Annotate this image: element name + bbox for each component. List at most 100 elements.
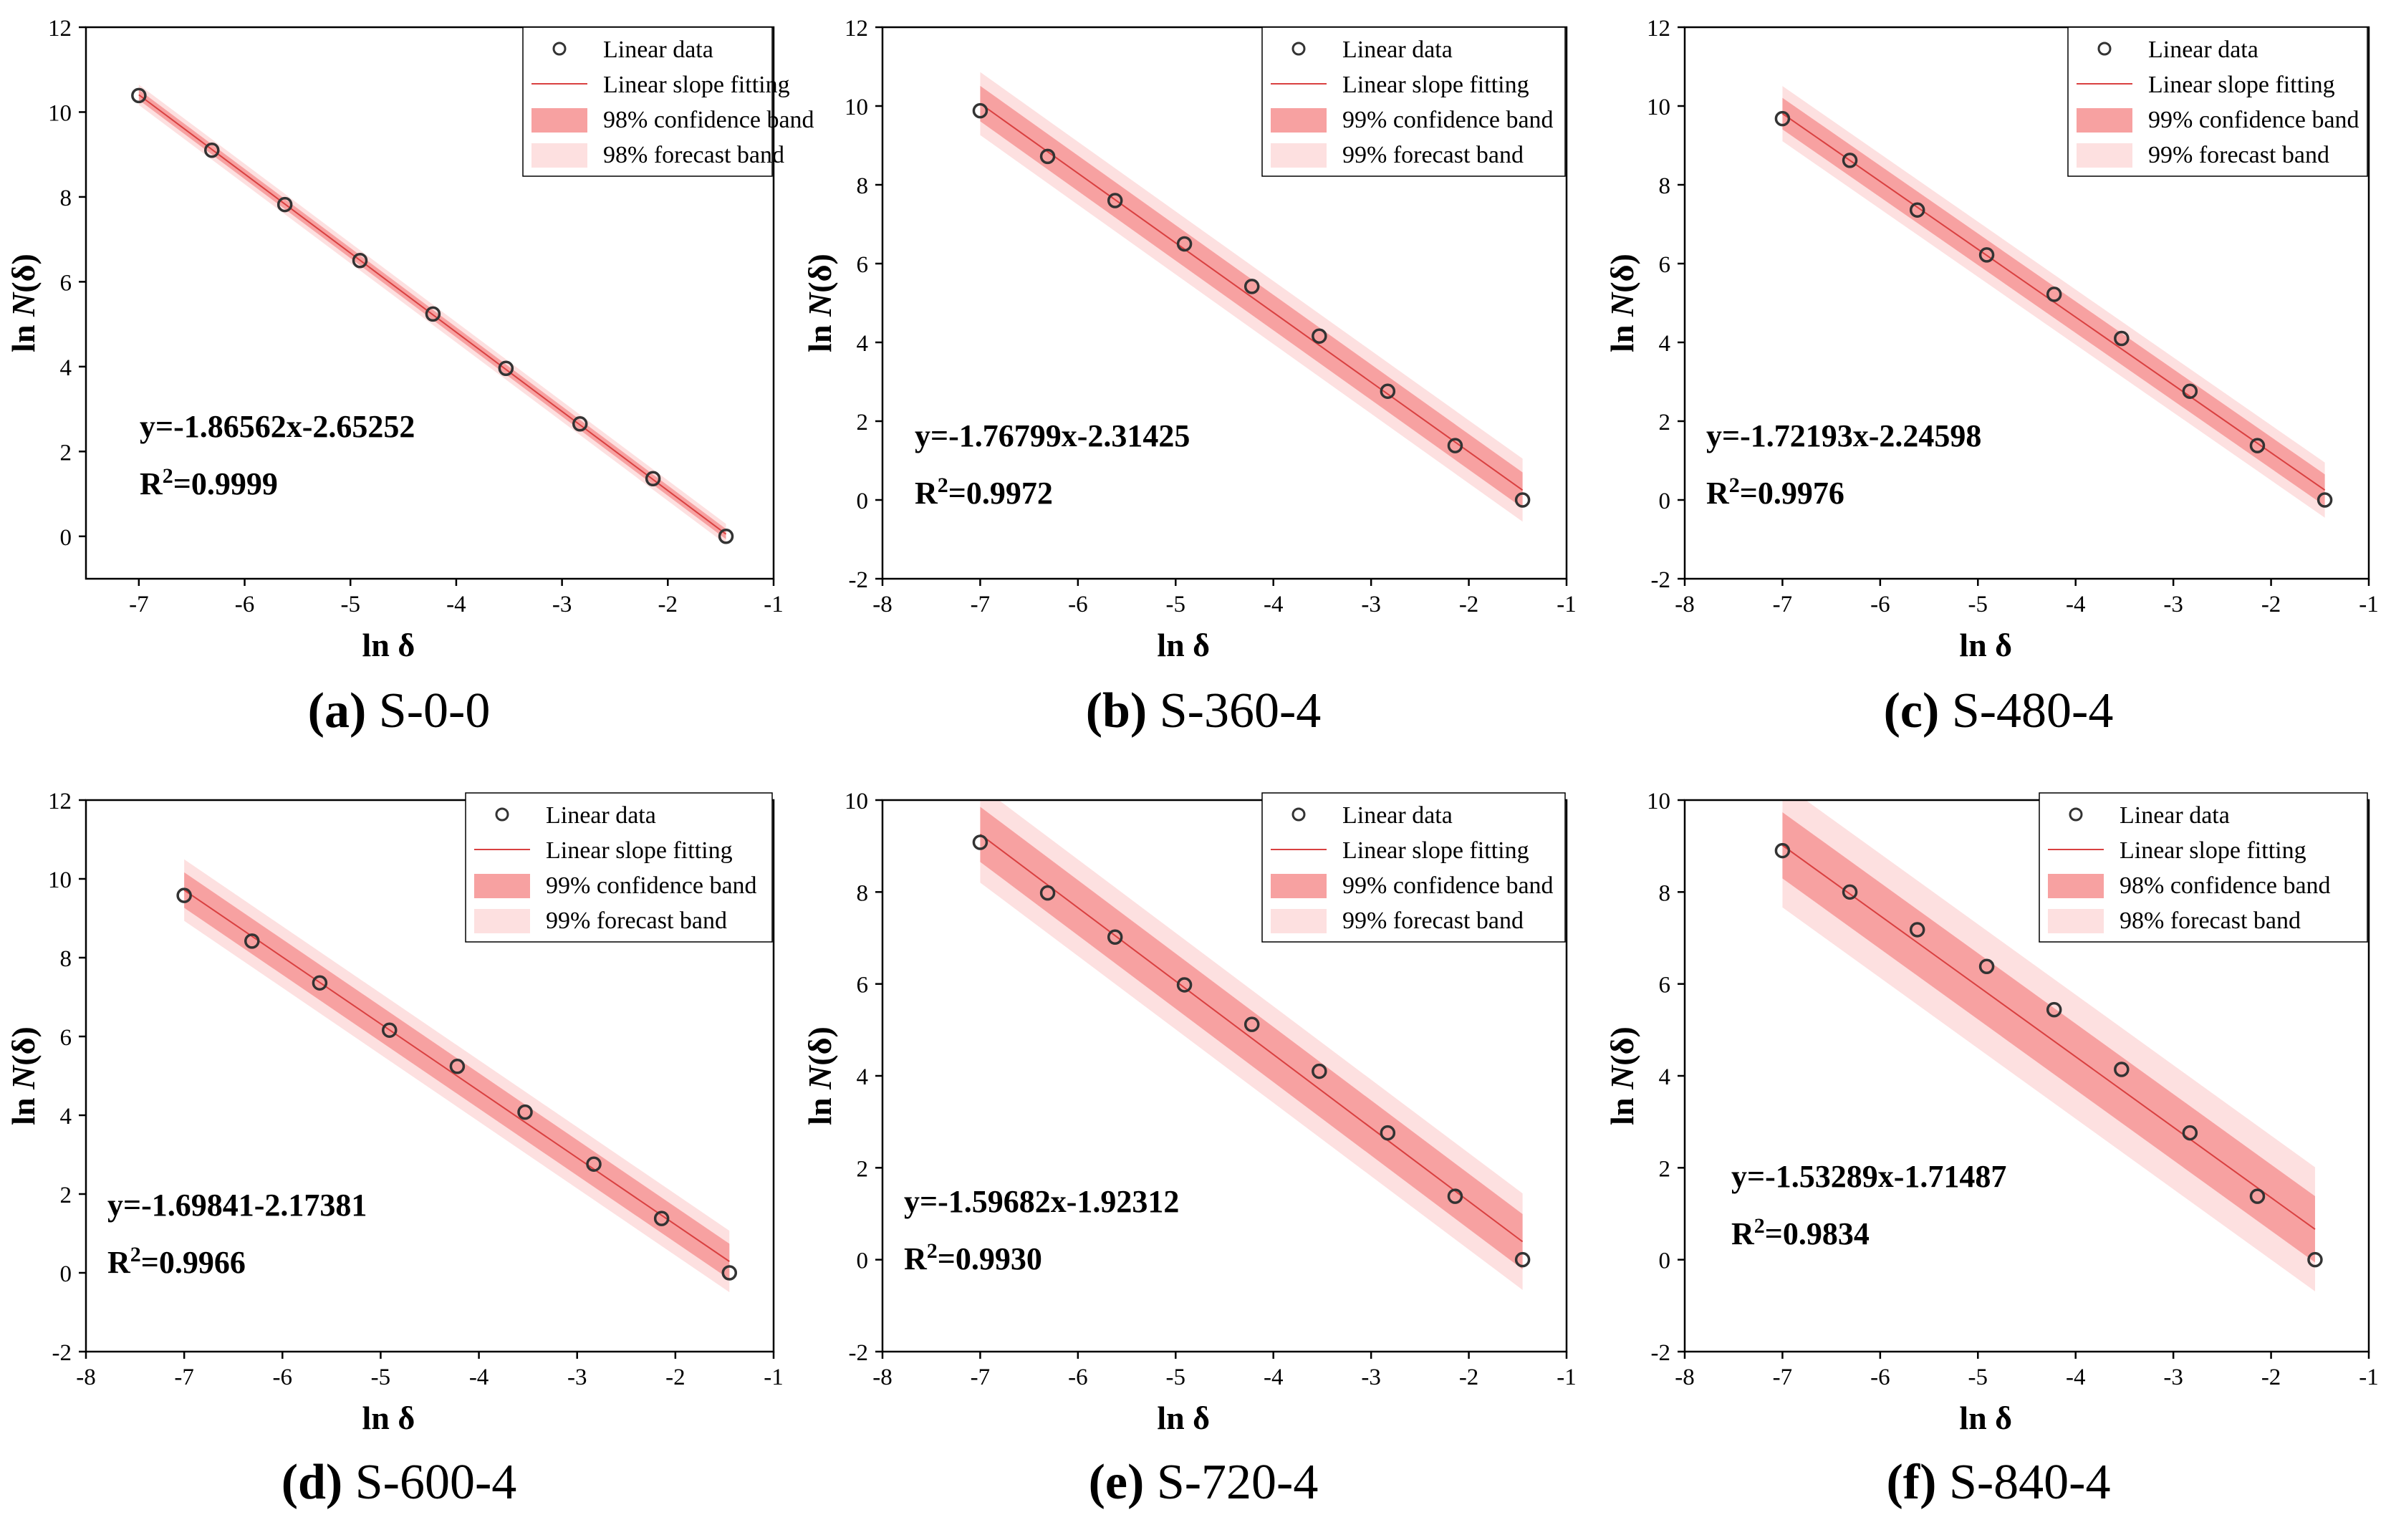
fit-equation: y=-1.86562x-2.65252 [140,409,415,444]
y-tick-label: 2 [1659,410,1671,435]
x-tick-label: -6 [273,1365,293,1390]
data-point [244,933,260,949]
panel-caption: (c) S-480-4 [1884,683,2114,738]
x-tick-label: -8 [1675,1365,1695,1390]
y-tick-label: 12 [48,16,72,42]
legend-label-forecast: 98% forecast band [2120,908,2301,934]
legend-label-confidence: 99% confidence band [1342,107,1554,133]
axes-frame [881,26,1568,580]
y-tick-label: 0 [60,1261,72,1287]
y-tick-label: 2 [60,440,72,466]
data-point [1243,1016,1260,1032]
data-point [204,143,220,158]
y-tick-label: 6 [60,1025,72,1051]
legend: Linear data Linear slope fitting 99% confi… [1261,27,1566,177]
data-point [276,196,293,213]
x-tick-label: -5 [1166,592,1186,617]
x-axis-title: ln δ [1157,1400,1210,1436]
legend-label-data: Linear data [2120,802,2230,829]
data-point [645,471,661,486]
y-tick-label: 6 [60,270,72,296]
y-tick-label: 4 [857,1064,869,1090]
legend-marker [1291,807,1306,822]
legend-label-data: Linear data [1342,802,1453,829]
legend-label-data: Linear data [1342,37,1453,63]
x-tick-label: -5 [1968,592,1988,617]
data-point [1107,929,1123,945]
y-tick-label: 10 [48,867,72,893]
x-tick-label: -5 [1968,1365,1988,1390]
x-axis-title: ln δ [362,627,415,663]
data-point [1380,1125,1396,1141]
y-tick-label: 12 [48,789,72,814]
panel-c: -8 -7 -6 -5 -4 -3 -2 -1 -2 0 2 4 6 8 10 12 ln δ ln N(δ) Li… [1604,16,2379,738]
legend-label-fit: Linear slope fitting [2120,837,2306,864]
data-point [1842,153,1858,168]
r-squared: R2=0.9999 [140,464,278,502]
legend-swatch-forecast [2077,143,2132,168]
legend: Linear data Linear slope fitting 99% confi… [465,792,773,943]
y-tick-label: 4 [60,355,72,381]
x-tick-label: -4 [2066,592,2086,617]
legend-swatch-confidence [474,874,530,898]
legend: Linear data Linear slope fitting 99% confi… [1261,792,1566,943]
data-point [2182,1125,2198,1141]
legend-label-forecast: 99% forecast band [1342,908,1524,934]
data-point [653,1211,670,1226]
x-tick-label: -1 [764,592,784,617]
y-tick-label: 10 [48,100,72,126]
data-point [1978,958,1995,975]
data-point [1107,193,1123,208]
x-tick-label: -7 [174,1365,194,1390]
legend: Linear data Linear slope fitting 98% confi… [2039,792,2368,943]
y-tick-label: 8 [1659,880,1671,906]
x-tick-label: -7 [129,592,149,617]
legend-marker [2069,807,2083,822]
y-tick-label: 2 [857,410,869,435]
r-squared: R2=0.9930 [904,1239,1042,1277]
y-tick-label: 8 [857,173,869,199]
data-point [352,253,368,269]
fit-line [183,889,730,1262]
panel-f: -8 -7 -6 -5 -4 -3 -2 -1 -2 0 2 4 6 8 10 ln δ ln N(δ) Line… [1604,789,2379,1510]
y-tick-label: 8 [1659,173,1671,199]
data-point [131,87,147,104]
legend-label-confidence: 99% confidence band [546,872,757,899]
legend: Linear data Linear slope fitting 98% confi… [522,27,814,177]
y-tick-label: 8 [60,186,72,211]
data-point [312,975,328,991]
r-squared: R2=0.9976 [1706,473,1844,511]
panel-b: -8 -7 -6 -5 -4 -3 -2 -1 -2 0 2 4 6 8 10 12 ln δ ln N(δ) Li… [802,16,1577,738]
x-tick-label: -5 [340,592,360,617]
y-axis-title: ln N(δ) [1604,254,1640,352]
x-tick-label: -2 [1459,1365,1479,1390]
data-point [517,1104,533,1120]
x-tick-label: -6 [1068,592,1088,617]
data-point [2249,438,2266,453]
y-tick-label: 10 [1647,789,1670,814]
data-point [425,306,441,322]
x-tick-label: -4 [2066,1365,2086,1390]
y-tick-label: 10 [845,789,868,814]
legend-swatch-forecast [474,909,530,933]
x-tick-label: -1 [1557,1365,1577,1390]
fit-line [979,102,1524,491]
y-tick-label: 0 [1659,489,1671,514]
y-axis-title: ln N(δ) [802,1026,838,1125]
data-point [2317,492,2333,508]
x-tick-label: -5 [371,1365,391,1390]
x-tick-label: -3 [2163,1365,2183,1390]
y-tick-label: 4 [1659,1064,1671,1090]
legend-marker [2097,42,2112,56]
data-point [721,1265,738,1281]
y-tick-label: 2 [60,1183,72,1208]
legend-label-confidence: 99% confidence band [1342,872,1554,899]
x-tick-label: -2 [665,1365,685,1390]
panel-e: -8 -7 -6 -5 -4 -3 -2 -1 -2 0 2 4 6 8 10 ln δ ln N(δ) Line… [802,789,1577,1510]
legend-marker [495,807,509,822]
fit-line [979,834,1524,1243]
x-tick-label: -7 [971,1365,991,1390]
data-point [2114,1062,2130,1077]
